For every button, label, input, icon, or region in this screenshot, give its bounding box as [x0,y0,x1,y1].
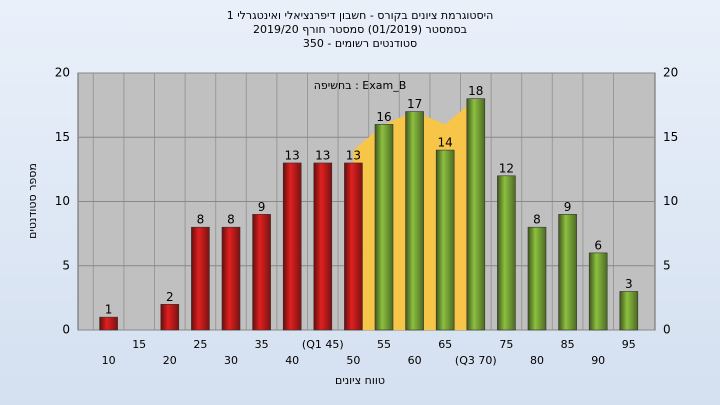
y2-tick-label: 10 [663,194,678,208]
data-label: 16 [376,110,391,124]
y-tick-label: 5 [62,258,70,272]
bar [99,316,118,331]
y-tick-label: 10 [55,194,70,208]
x-tick-label: 25 [193,338,207,351]
x-tick-label: 75 [499,338,513,351]
data-label: 14 [438,136,453,150]
data-label: 8 [227,213,235,227]
x-tick-label: 50 [346,354,360,367]
data-label: 17 [407,97,422,111]
x-tick-label: 80 [530,354,544,367]
x-axis-title: טווח ציונים [335,374,385,387]
data-label: 12 [499,161,514,175]
y-tick-label: 20 [55,66,70,80]
data-label: 6 [594,238,602,252]
bar [588,252,608,331]
data-label: 9 [258,200,266,214]
x-tick-label: 35 [255,338,269,351]
x-tick-label: 55 [377,338,391,351]
data-label: 1 [105,303,113,317]
chart-title: היסטוגרמת ציונים בקורס - חשבון דיפרנציאל… [227,9,494,22]
bar [466,98,486,331]
chart-subtitle: סטודנטים רשומים - 350 [303,37,417,50]
data-label: 8 [197,213,205,227]
y-axis-title: מספר סטודנטים [26,163,39,239]
y2-tick-label: 0 [663,323,671,337]
y2-tick-label: 5 [663,258,671,272]
chart-subtitle: בסמסטר (01/2019) סמסטר חורף 2019/20 [253,23,467,36]
bar [435,149,455,331]
x-tick-label: 20 [163,354,177,367]
x-tick-label: 40 [285,354,299,367]
bar [374,124,394,331]
bar [252,214,271,331]
x-tick-label: 95 [622,338,636,351]
bar [497,175,516,331]
bar [221,226,241,331]
y-tick-label: 15 [55,130,70,144]
data-label: 8 [533,213,541,227]
x-tick-label: 10 [102,354,116,367]
bar [191,226,210,331]
x-tick-label: 60 [408,354,422,367]
bar [344,162,363,331]
x-tick-label: 65 [438,338,452,351]
bar [619,291,639,331]
x-tick-label: 90 [591,354,605,367]
x-tick-label: 15 [132,338,146,351]
y2-tick-label: 20 [663,66,678,80]
x-tick-label: 30 [224,354,238,367]
data-label: 13 [315,148,330,162]
bar [405,111,424,331]
data-label: 13 [285,148,300,162]
data-label: 2 [166,290,174,304]
data-label: 18 [468,84,483,98]
y2-tick-label: 15 [663,130,678,144]
bar [160,303,180,331]
x-tick-label: (Q1 45) [302,338,344,351]
bar [313,162,333,331]
y-tick-label: 0 [62,323,70,337]
bar [527,226,547,331]
data-label: 3 [625,277,633,291]
data-label: 9 [564,200,572,214]
x-tick-label: 85 [561,338,575,351]
annotation: בחשיפה : Exam_B [314,79,407,92]
bar [282,162,302,331]
data-label: 13 [346,148,361,162]
x-tick-label: (Q3 70) [455,354,497,367]
bar [558,214,577,331]
